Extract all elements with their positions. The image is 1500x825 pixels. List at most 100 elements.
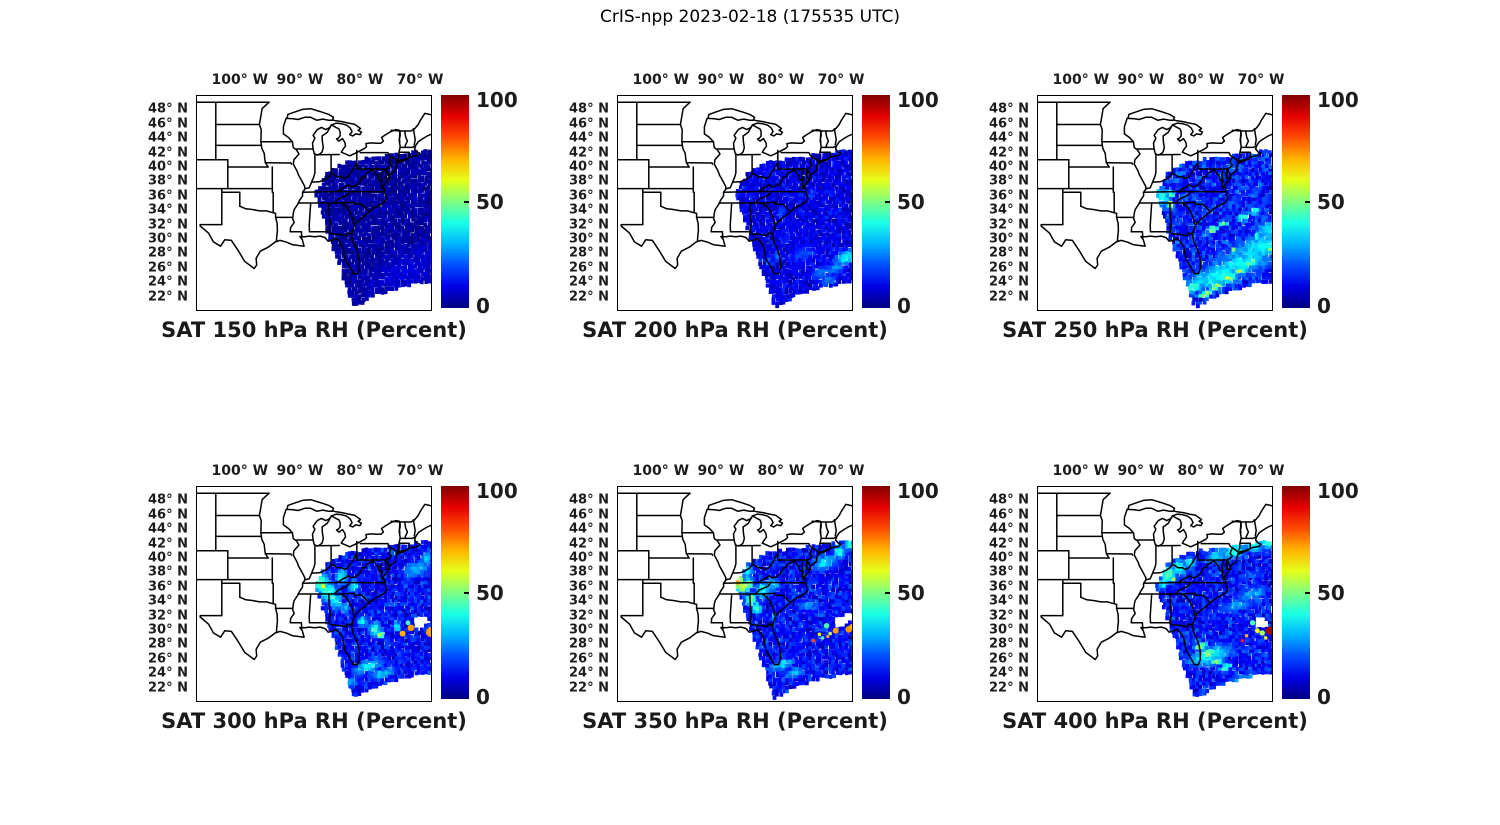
lat-tick-label: 38° N	[569, 564, 609, 580]
colorbar-tick-label: 0	[476, 685, 490, 709]
lat-tick-label: 38° N	[148, 564, 188, 580]
panel-title: SAT 300 hPa RH (Percent)	[161, 709, 467, 733]
state-boundaries-layer	[617, 492, 853, 666]
state-boundaries-layer	[617, 101, 853, 275]
lon-tick-label: 80° W	[1177, 72, 1225, 88]
swath-data-layer	[1155, 540, 1273, 697]
colorbar-mid-tick	[885, 200, 890, 203]
lat-tick-label: 32° N	[989, 608, 1029, 624]
lat-tick-label: 24° N	[148, 274, 188, 290]
colorbar-tick-label: 0	[897, 685, 911, 709]
subplot-panel-400hpa: 100° W 90° W 80° W 70° W 48° N 46° N 44° N 42°…	[977, 451, 1369, 753]
lat-tick-label: 40° N	[569, 550, 609, 566]
lat-tick-label: 44° N	[569, 521, 609, 537]
panel-title: SAT 400 hPa RH (Percent)	[1002, 709, 1308, 733]
lat-tick-label: 22° N	[569, 680, 609, 696]
colorbar-tick-label: 50	[897, 580, 925, 605]
lon-tick-label: 100° W	[1052, 463, 1110, 479]
map-swath-plot	[1037, 486, 1273, 702]
panel-title: SAT 150 hPa RH (Percent)	[161, 318, 467, 342]
colorbar-tick-labels: 100 50 0	[476, 88, 526, 318]
lat-tick-label: 26° N	[148, 260, 188, 276]
lat-tick-label: 36° N	[148, 579, 188, 595]
colorbar-mid-tick	[885, 591, 890, 594]
lat-tick-label: 44° N	[989, 130, 1029, 146]
lon-tick-label: 80° W	[336, 72, 384, 88]
map-swath-plot	[196, 486, 432, 702]
latitude-axis: 48° N 46° N 44° N 42° N 40° N 38° N 36° N 34° N…	[977, 95, 1032, 311]
lat-tick-label: 42° N	[989, 536, 1029, 552]
lat-tick-label: 26° N	[989, 651, 1029, 667]
lat-tick-label: 44° N	[989, 521, 1029, 537]
latitude-axis: 48° N 46° N 44° N 42° N 40° N 38° N 36° N 34° N…	[557, 486, 612, 702]
subplot-panel-300hpa: 100° W 90° W 80° W 70° W 48° N 46° N 44° N 42°…	[136, 451, 528, 753]
lat-tick-label: 40° N	[148, 550, 188, 566]
subplot-panel-250hpa: 100° W 90° W 80° W 70° W 48° N 46° N 44° N 42°…	[977, 60, 1369, 362]
longitude-axis: 100° W 90° W 80° W 70° W	[1037, 459, 1285, 479]
colorbar-tick-labels: 100 50 0	[897, 479, 947, 709]
lat-tick-label: 30° N	[569, 231, 609, 247]
lat-tick-label: 34° N	[989, 593, 1029, 609]
lat-tick-label: 38° N	[989, 173, 1029, 189]
panel-title: SAT 350 hPa RH (Percent)	[582, 709, 888, 733]
lat-tick-label: 32° N	[148, 608, 188, 624]
lat-tick-label: 32° N	[569, 217, 609, 233]
lat-tick-label: 22° N	[148, 680, 188, 696]
lat-tick-label: 32° N	[148, 217, 188, 233]
colorbar-mid-tick	[1305, 591, 1310, 594]
colorbar-tick-label: 0	[897, 294, 911, 318]
lat-tick-label: 22° N	[569, 289, 609, 305]
latitude-axis: 48° N 46° N 44° N 42° N 40° N 38° N 36° N 34° N…	[136, 95, 191, 311]
lat-tick-label: 30° N	[148, 622, 188, 638]
lat-tick-label: 42° N	[989, 145, 1029, 161]
lat-tick-label: 30° N	[989, 622, 1029, 638]
colorbar-tick-label: 100	[476, 479, 518, 503]
colorbar	[1282, 95, 1310, 308]
lat-tick-label: 28° N	[989, 636, 1029, 652]
lat-tick-label: 48° N	[148, 101, 188, 117]
lat-tick-label: 44° N	[569, 130, 609, 146]
lon-tick-label: 70° W	[817, 463, 865, 479]
lon-tick-label: 90° W	[1117, 463, 1165, 479]
lon-tick-label: 100° W	[632, 72, 690, 88]
lat-tick-label: 46° N	[989, 507, 1029, 523]
lon-tick-label: 80° W	[336, 463, 384, 479]
lat-tick-label: 28° N	[148, 636, 188, 652]
map-swath-plot	[617, 95, 853, 311]
lat-tick-label: 38° N	[989, 564, 1029, 580]
colorbar-tick-label: 100	[1317, 88, 1359, 112]
colorbar-tick-label: 50	[897, 189, 925, 214]
colorbar	[1282, 486, 1310, 699]
map-swath-plot	[196, 95, 432, 311]
lat-tick-label: 24° N	[989, 665, 1029, 681]
lat-tick-label: 34° N	[148, 593, 188, 609]
lat-tick-label: 28° N	[569, 636, 609, 652]
lat-tick-label: 26° N	[989, 260, 1029, 276]
swath-data-layer	[735, 540, 853, 700]
colorbar-mid-tick	[464, 200, 469, 203]
lat-tick-label: 36° N	[569, 579, 609, 595]
colorbar-mid-tick	[464, 591, 469, 594]
lon-tick-label: 70° W	[1237, 463, 1285, 479]
lat-tick-label: 34° N	[989, 202, 1029, 218]
colorbar-tick-label: 50	[1317, 189, 1345, 214]
lon-tick-label: 70° W	[396, 72, 444, 88]
lat-tick-label: 46° N	[569, 116, 609, 132]
lat-tick-label: 24° N	[569, 665, 609, 681]
lat-tick-label: 30° N	[989, 231, 1029, 247]
colorbar	[862, 486, 890, 699]
colorbar-tick-label: 50	[476, 189, 504, 214]
lat-tick-label: 40° N	[148, 159, 188, 175]
colorbar-mid-tick	[1305, 200, 1310, 203]
lat-tick-label: 36° N	[148, 188, 188, 204]
lon-tick-label: 70° W	[817, 72, 865, 88]
colorbar-tick-labels: 100 50 0	[897, 88, 947, 318]
lat-tick-label: 40° N	[989, 159, 1029, 175]
lat-tick-label: 38° N	[569, 173, 609, 189]
lon-tick-label: 90° W	[276, 463, 324, 479]
lon-tick-label: 90° W	[1117, 72, 1165, 88]
colorbar-tick-label: 50	[1317, 580, 1345, 605]
lat-tick-label: 46° N	[148, 507, 188, 523]
lat-tick-label: 34° N	[569, 593, 609, 609]
panel-title: SAT 200 hPa RH (Percent)	[582, 318, 888, 342]
